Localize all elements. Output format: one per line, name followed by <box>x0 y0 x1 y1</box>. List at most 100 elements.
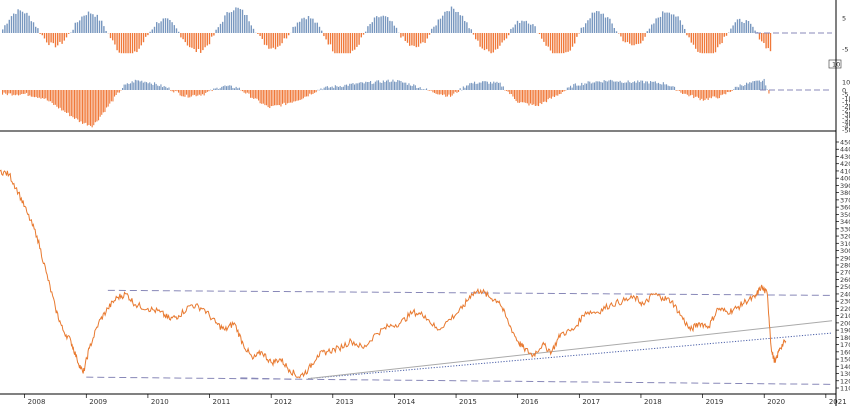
oscillator-bottom-bar <box>502 86 504 90</box>
oscillator-bottom-bar <box>85 90 87 123</box>
oscillator-bottom-bar <box>478 82 480 90</box>
oscillator-bottom-bar <box>91 90 93 128</box>
oscillator-bottom-bar <box>752 81 754 90</box>
oscillator-top-bar <box>142 33 145 43</box>
oscillator-bottom-bar <box>494 82 496 90</box>
oscillator-bottom-bar <box>608 80 610 90</box>
oscillator-bottom-bar <box>392 79 394 90</box>
oscillator-bottom-bar <box>574 83 576 90</box>
oscillator-top-bar <box>527 23 530 33</box>
oscillator-top-bar <box>112 33 114 41</box>
oscillator-bottom-bar <box>424 89 426 90</box>
oscillator-bottom-bar <box>328 87 330 90</box>
oscillator-bottom-bar <box>83 90 85 124</box>
oscillator-top-bar <box>257 33 259 34</box>
oscillator-top-bar <box>90 13 92 33</box>
oscillator-bottom-bar <box>219 88 221 90</box>
oscillator-top-bar <box>244 14 246 33</box>
price-ytick-label: 11000 <box>840 385 850 393</box>
oscillator-top-bar <box>664 12 666 34</box>
oscillator-top-bar <box>19 10 21 34</box>
oscillator-bottom-bar <box>181 90 183 97</box>
oscillator-bottom-bar <box>550 90 552 99</box>
price-ytick-label: 23000 <box>840 298 850 306</box>
price-ytick-label: 40000 <box>840 175 850 183</box>
oscillator-top-bar <box>208 33 211 45</box>
oscillator-bottom-bar <box>102 90 104 113</box>
oscillator-top-bar <box>347 33 349 54</box>
oscillator-top-bar <box>567 33 569 52</box>
oscillator-top-bar <box>532 24 534 33</box>
oscillator-bottom-bar <box>610 79 612 90</box>
oscillator-bottom-bar <box>152 84 154 90</box>
oscillator-bottom-bar <box>90 90 92 126</box>
oscillator-bottom-bar <box>45 90 47 99</box>
oscillator-top-bar <box>400 33 402 38</box>
oscillator-bottom-bar <box>22 90 24 94</box>
oscillator-top-bar <box>248 21 250 33</box>
oscillator-bottom-bar <box>238 87 240 90</box>
oscillator-top-bar <box>345 33 347 54</box>
oscillator-bottom-bar <box>165 86 167 90</box>
mid-ytick-label: 0 <box>842 87 846 95</box>
oscillator-bottom-bar <box>506 90 508 91</box>
oscillator-top-bar <box>156 22 158 33</box>
oscillator-top-bar <box>428 33 431 35</box>
oscillator-bottom-bar <box>120 90 122 91</box>
oscillator-top-bar <box>387 17 389 33</box>
oscillator-bottom-bar <box>726 90 728 93</box>
oscillator-top-bar <box>211 33 213 37</box>
oscillator-top-bar <box>686 33 688 36</box>
oscillator-bottom-bar <box>534 90 536 106</box>
oscillator-top-bar <box>497 33 499 49</box>
oscillator-top-bar <box>558 33 560 54</box>
oscillator-top-bar <box>468 28 470 33</box>
oscillator-top-bar <box>459 15 461 33</box>
oscillator-top-bar <box>622 33 624 42</box>
oscillator-top-bar <box>268 33 270 49</box>
oscillator-top-bar <box>72 29 74 33</box>
oscillator-top-bar <box>673 14 675 33</box>
oscillator-bottom-bar <box>267 90 269 108</box>
oscillator-top-bar <box>310 18 312 33</box>
oscillator-top-bar <box>61 33 63 44</box>
oscillator-top-bar <box>538 33 541 35</box>
oscillator-top-bar <box>10 16 13 33</box>
mid-ytick-label: -45 <box>842 123 850 131</box>
oscillator-bottom-bar <box>34 90 36 98</box>
oscillator-top-bar <box>182 33 184 40</box>
price-ytick-label: 33000 <box>840 225 850 233</box>
oscillator-top-bar <box>68 33 70 34</box>
oscillator-bottom-bar <box>432 90 434 93</box>
oscillator-top-bar <box>270 33 272 49</box>
oscillator-top-bar <box>453 8 455 34</box>
oscillator-bottom-bar <box>734 86 736 90</box>
oscillator-top-bar <box>241 9 244 34</box>
oscillator-top-bar <box>92 14 94 33</box>
oscillator-top-bar <box>525 20 527 33</box>
oscillator-bottom-bar <box>211 90 213 92</box>
oscillator-top-bar <box>611 23 613 33</box>
oscillator-top-bar <box>204 33 206 48</box>
oscillator-bottom-bar <box>54 90 56 105</box>
oscillator-bottom-bar <box>528 90 530 106</box>
oscillator-top-bar <box>389 20 391 33</box>
oscillator-top-bar <box>488 33 490 52</box>
oscillator-top-bar <box>57 33 59 46</box>
oscillator-top-bar <box>195 33 197 53</box>
oscillator-top-bar <box>325 33 327 40</box>
oscillator-bottom-bar <box>186 90 188 95</box>
oscillator-bottom-bar <box>358 82 360 90</box>
oscillator-bottom-bar <box>592 82 594 90</box>
oscillator-bottom-bar <box>163 86 165 90</box>
oscillator-top-bar <box>46 33 48 43</box>
oscillator-bottom-bar <box>742 86 744 90</box>
oscillator-bottom-bar <box>101 90 103 115</box>
oscillator-bottom-bar <box>150 83 152 90</box>
oscillator-bottom-bar <box>421 89 423 90</box>
oscillator-bottom-bar <box>142 82 144 90</box>
oscillator-bottom-bar <box>338 86 340 90</box>
oscillator-top-bar <box>362 33 365 35</box>
oscillator-top-bar <box>697 33 699 52</box>
price-ytick-label: 12000 <box>840 377 850 385</box>
